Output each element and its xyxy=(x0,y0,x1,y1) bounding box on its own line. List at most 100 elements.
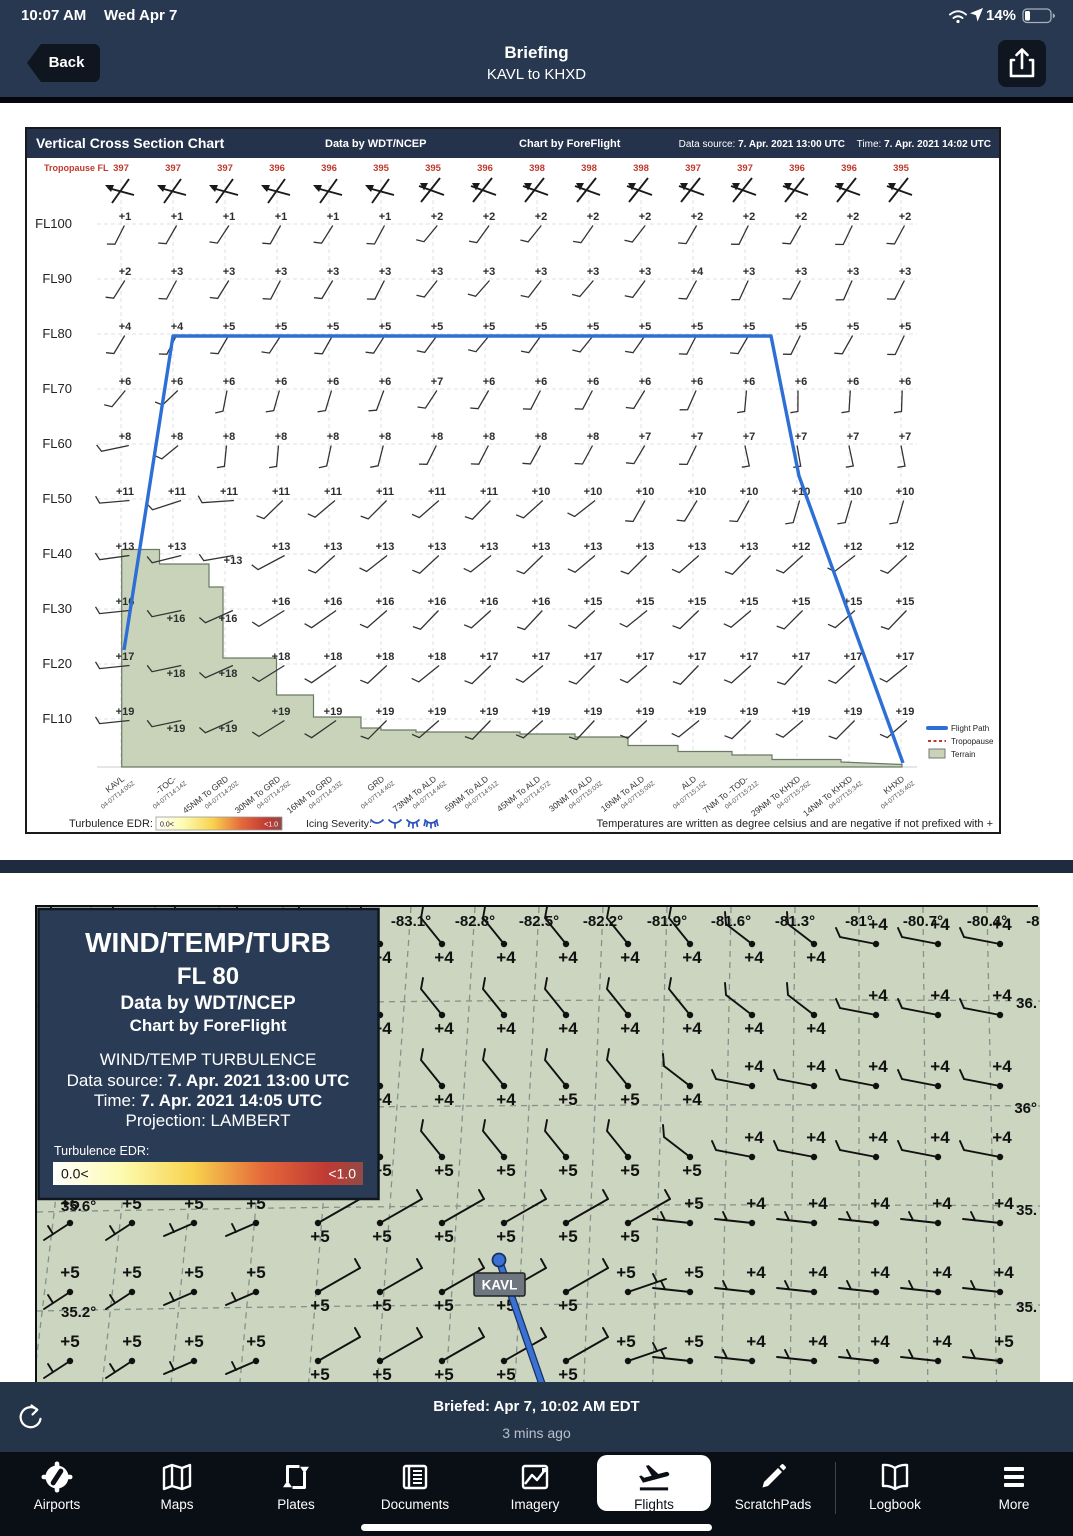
svg-text:+1: +1 xyxy=(223,211,236,223)
svg-text:+2: +2 xyxy=(847,211,860,223)
svg-text:Data source: 7. Apr. 2021 13:0: Data source: 7. Apr. 2021 13:00 UTC xyxy=(679,139,845,150)
svg-text:+3: +3 xyxy=(431,266,444,278)
svg-text:+5: +5 xyxy=(246,1263,265,1282)
svg-text:+17: +17 xyxy=(584,651,603,663)
svg-text:+8: +8 xyxy=(119,431,132,443)
svg-text:+2: +2 xyxy=(535,211,548,223)
svg-text:+5: +5 xyxy=(310,1365,329,1384)
svg-text:+5: +5 xyxy=(795,321,808,333)
svg-text:+6: +6 xyxy=(223,376,236,388)
svg-text:+1: +1 xyxy=(171,211,184,223)
svg-text:+2: +2 xyxy=(795,211,808,223)
svg-text:35.2°: 35.2° xyxy=(61,1304,96,1321)
svg-text:35.6°: 35.6° xyxy=(61,1198,96,1215)
svg-text:+5: +5 xyxy=(223,321,236,333)
svg-text:+11: +11 xyxy=(376,486,394,498)
svg-text:+4: +4 xyxy=(496,1019,516,1038)
svg-text:+19: +19 xyxy=(116,706,135,718)
svg-text:+2: +2 xyxy=(119,266,132,278)
svg-text:Data by WDT/NCEP: Data by WDT/NCEP xyxy=(120,993,296,1014)
svg-text:+13: +13 xyxy=(636,541,655,553)
svg-text:+19: +19 xyxy=(219,723,238,735)
svg-text:+5: +5 xyxy=(620,1227,639,1246)
svg-text:+5: +5 xyxy=(372,1296,391,1315)
svg-text:+5: +5 xyxy=(496,1227,515,1246)
svg-text:+7: +7 xyxy=(899,431,912,443)
svg-text:+15: +15 xyxy=(688,596,707,608)
svg-text:+16: +16 xyxy=(480,596,499,608)
svg-text:+5: +5 xyxy=(246,1332,265,1351)
svg-text:+8: +8 xyxy=(587,431,600,443)
svg-text:+13: +13 xyxy=(116,541,135,553)
svg-text:+12: +12 xyxy=(792,541,811,553)
svg-text:+13: +13 xyxy=(224,555,243,567)
svg-text:+4: +4 xyxy=(434,1019,454,1038)
svg-text:36°: 36° xyxy=(1014,1100,1037,1117)
svg-text:+19: +19 xyxy=(532,706,551,718)
svg-text:+19: +19 xyxy=(428,706,447,718)
svg-text:+6: +6 xyxy=(587,376,600,388)
svg-text:-83.1°: -83.1° xyxy=(391,913,431,930)
svg-text:+17: +17 xyxy=(792,651,811,663)
svg-text:0.0<: 0.0< xyxy=(160,822,174,829)
svg-text:+4: +4 xyxy=(992,1057,1012,1076)
svg-text:+4: +4 xyxy=(682,1019,702,1038)
svg-text:+6: +6 xyxy=(535,376,548,388)
svg-text:+4: +4 xyxy=(496,1090,516,1109)
svg-text:396: 396 xyxy=(789,163,805,174)
svg-text:+19: +19 xyxy=(272,706,291,718)
svg-text:Turbulence EDR:: Turbulence EDR: xyxy=(69,818,153,830)
svg-text:35.: 35. xyxy=(1016,1299,1037,1316)
svg-text:+4: +4 xyxy=(930,915,950,934)
svg-text:+13: +13 xyxy=(480,541,499,553)
svg-text:+4: +4 xyxy=(746,1194,766,1213)
svg-text:+5: +5 xyxy=(558,1227,577,1246)
svg-text:<1.0: <1.0 xyxy=(328,1166,356,1182)
svg-text:+8: +8 xyxy=(379,431,392,443)
svg-text:+15: +15 xyxy=(792,596,811,608)
svg-text:+4: +4 xyxy=(119,321,132,333)
svg-text:+4: +4 xyxy=(868,915,888,934)
svg-text:+18: +18 xyxy=(219,668,238,680)
svg-text:+11: +11 xyxy=(220,486,238,498)
svg-text:WIND/TEMP/TURB: WIND/TEMP/TURB xyxy=(85,927,331,958)
svg-text:+5: +5 xyxy=(60,1263,79,1282)
svg-text:+3: +3 xyxy=(535,266,548,278)
svg-text:+4: +4 xyxy=(806,1019,826,1038)
svg-text:+8: +8 xyxy=(483,431,496,443)
svg-text:+10: +10 xyxy=(896,486,915,498)
svg-text:-81.9°: -81.9° xyxy=(647,913,687,930)
svg-text:+13: +13 xyxy=(168,541,187,553)
svg-text:+19: +19 xyxy=(324,706,343,718)
svg-text:+4: +4 xyxy=(930,986,950,1005)
svg-text:+1: +1 xyxy=(327,211,340,223)
svg-text:+5: +5 xyxy=(682,1161,701,1180)
svg-text:397: 397 xyxy=(217,163,233,174)
svg-text:+4: +4 xyxy=(682,1090,702,1109)
svg-text:+4: +4 xyxy=(930,1128,950,1147)
svg-text:+5: +5 xyxy=(558,1161,577,1180)
svg-text:+16: +16 xyxy=(376,596,395,608)
svg-text:+16: +16 xyxy=(532,596,551,608)
svg-text:+5: +5 xyxy=(434,1227,453,1246)
svg-text:+3: +3 xyxy=(327,266,340,278)
svg-text:Turbulence EDR:: Turbulence EDR: xyxy=(54,1144,149,1158)
svg-text:+4: +4 xyxy=(994,1263,1014,1282)
svg-text:+4: +4 xyxy=(434,1090,454,1109)
svg-text:+4: +4 xyxy=(808,1263,828,1282)
svg-text:+7: +7 xyxy=(691,431,704,443)
svg-text:+3: +3 xyxy=(587,266,600,278)
svg-text:+5: +5 xyxy=(122,1332,141,1351)
svg-text:+4: +4 xyxy=(870,1263,890,1282)
svg-text:+6: +6 xyxy=(119,376,132,388)
svg-text:-82.2°: -82.2° xyxy=(583,913,623,930)
svg-text:396: 396 xyxy=(477,163,493,174)
svg-text:+10: +10 xyxy=(532,486,551,498)
svg-text:Chart by ForeFlight: Chart by ForeFlight xyxy=(130,1016,287,1035)
svg-text:Time: 7. Apr. 2021 14:05 UTC: Time: 7. Apr. 2021 14:05 UTC xyxy=(94,1091,322,1110)
svg-text:+4: +4 xyxy=(808,1194,828,1213)
svg-text:+5: +5 xyxy=(684,1263,703,1282)
svg-text:+5: +5 xyxy=(558,1090,577,1109)
svg-text:+18: +18 xyxy=(324,651,343,663)
svg-text:+5: +5 xyxy=(535,321,548,333)
